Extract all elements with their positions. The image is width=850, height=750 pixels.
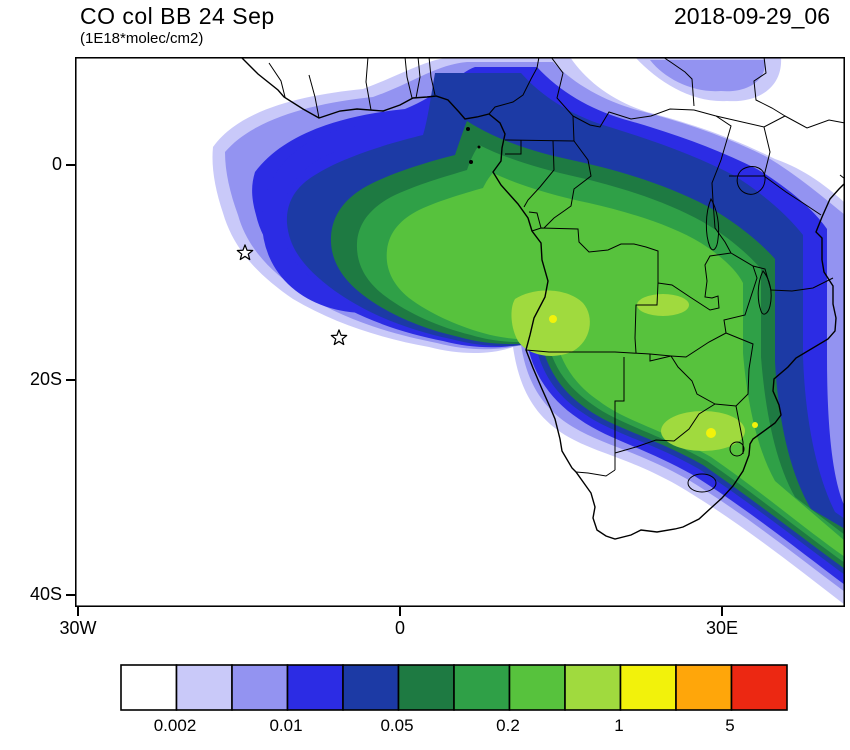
station-markers — [236, 244, 348, 346]
border-west-africa — [268, 62, 286, 98]
colorbar-tick-02: 0.2 — [496, 716, 520, 735]
co-plume-contours — [212, 57, 845, 605]
colorbar-swatch — [231, 664, 289, 711]
border-lesotho — [687, 473, 717, 493]
border-zambia-malawi — [723, 265, 758, 334]
border-zambia-zimbabwe — [670, 332, 727, 358]
y-tick-label-40s: 40S — [29, 584, 62, 604]
colorbar-swatch — [675, 664, 733, 711]
colorbar-swatch — [175, 664, 233, 711]
axis-tick — [721, 607, 723, 616]
border-orange-river — [575, 469, 616, 477]
border-namibia-botswana — [614, 357, 625, 470]
timestamp-label: 2018-09-29_06 — [673, 3, 830, 29]
border-tanzania-south — [730, 252, 834, 292]
star-marker-sthelena — [330, 329, 348, 346]
africa-coastline — [240, 57, 845, 540]
border-angola-zambia — [634, 282, 659, 354]
colorbar-tick-001: 0.01 — [269, 716, 303, 735]
border-caprivi — [649, 354, 672, 362]
x-tick-label-30e: 30E — [705, 618, 739, 638]
axis-tick — [399, 607, 401, 616]
border-angola-namibia — [525, 349, 672, 357]
border-congo-drc — [543, 140, 592, 229]
border-gabon-congo — [523, 140, 555, 208]
border-drc-zambia — [657, 252, 732, 311]
border-southsudan-kenya — [715, 115, 845, 129]
border-cameroon-car — [550, 57, 575, 142]
border-cabinda — [528, 211, 542, 229]
border-west-africa — [404, 57, 413, 99]
plume-level-0p005-northeast-patch — [650, 60, 766, 92]
plume-level-1 — [706, 428, 716, 438]
colorbar-swatch — [286, 664, 344, 711]
border-drc-east — [711, 115, 732, 254]
colorbar-swatch — [730, 664, 788, 711]
border-tanzania-north — [729, 175, 822, 216]
colorbar-swatch — [453, 664, 511, 711]
plume-level-1 — [752, 422, 758, 428]
lake-victoria — [736, 166, 766, 195]
plume-level-0p5 — [511, 290, 590, 356]
star-marker-ascension — [236, 244, 254, 261]
border-southafrica-mozambique — [735, 405, 744, 454]
axis-tick — [77, 607, 79, 616]
units-subtitle: (1E18*molec/cm2) — [80, 30, 204, 47]
colorbar-swatch — [397, 664, 455, 711]
colorbar — [120, 664, 788, 711]
plume-level-1 — [549, 315, 557, 323]
plume-level-0p5 — [661, 411, 745, 451]
border-west-africa — [308, 74, 320, 119]
colorbar-tick-1: 1 — [614, 716, 624, 735]
colorbar-tick-005: 0.05 — [380, 716, 414, 735]
border-nigeria-cameroon — [488, 57, 540, 115]
y-tick-label-20s: 20S — [29, 369, 62, 389]
y-tick-label-0: 0 — [51, 154, 62, 174]
border-botswana-southafrica — [614, 403, 716, 454]
colorbar-tick-5: 5 — [725, 716, 735, 735]
island-dot — [477, 145, 481, 149]
plume-atlantic-hook — [261, 124, 407, 313]
lake-tanganyika — [705, 197, 720, 251]
gulf-of-guinea-islands — [466, 127, 481, 164]
border-botswana-zimbabwe — [670, 355, 716, 405]
axis-tick — [66, 594, 75, 596]
border-west-africa — [365, 57, 372, 111]
border-swaziland — [729, 441, 745, 457]
page-title: CO col BB 24 Sep — [80, 3, 275, 29]
border-car-sudan — [662, 57, 695, 107]
border-eq-guinea — [505, 140, 522, 155]
border-uganda-kenya — [763, 126, 771, 177]
colorbar-swatch — [564, 664, 622, 711]
border-car-drc — [572, 108, 717, 128]
border-sudan-ethiopia — [753, 57, 786, 117]
colorbar-swatch — [120, 664, 178, 711]
colorbar-swatch — [508, 664, 566, 711]
border-zimbabwe-mozambique — [714, 332, 754, 407]
x-tick-label-0: 0 — [394, 618, 406, 638]
x-tick-label-30w: 30W — [59, 618, 97, 638]
border-angola-north — [531, 227, 659, 283]
island-dot — [466, 127, 470, 131]
plume-level-0p5 — [637, 294, 689, 316]
axis-tick — [66, 164, 75, 166]
colorbar-tick-0002: 0.002 — [153, 716, 197, 735]
plot-frame — [75, 57, 845, 607]
border-west-africa — [415, 57, 421, 99]
country-borders — [268, 57, 845, 493]
border-west-africa — [428, 57, 436, 96]
plume-level-0p2 — [386, 173, 845, 557]
axis-tick — [66, 379, 75, 381]
island-dot — [469, 160, 473, 164]
map-canvas — [75, 57, 845, 607]
border-cameroon-south — [504, 139, 575, 142]
colorbar-swatch — [619, 664, 677, 711]
colorbar-swatch — [342, 664, 400, 711]
